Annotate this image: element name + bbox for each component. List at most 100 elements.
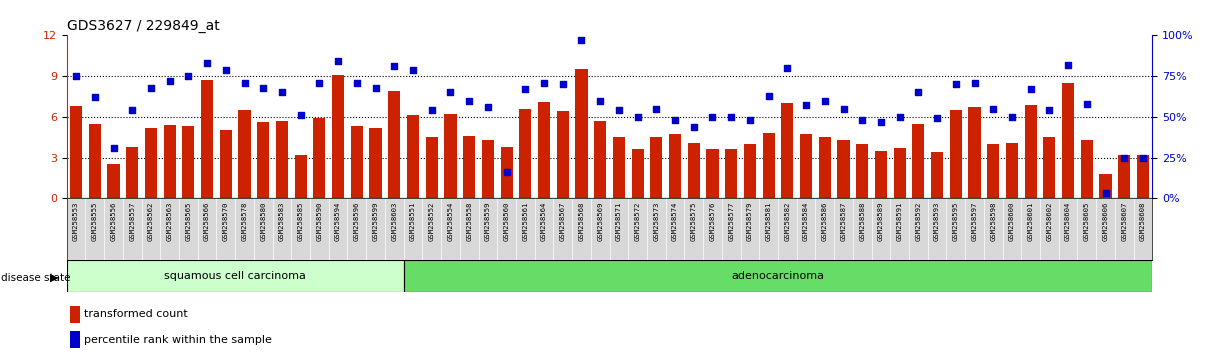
Bar (613, 137, 625, 198)
Text: GSM258594: GSM258594 (335, 201, 341, 241)
Bar (182, 126, 194, 198)
Text: GSM258572: GSM258572 (634, 201, 640, 241)
Bar (968, 107, 980, 198)
Bar (1025, 104, 1037, 198)
Text: GSM258602: GSM258602 (1047, 201, 1053, 241)
Text: GSM258579: GSM258579 (747, 201, 753, 241)
Bar (70, 331, 80, 348)
Point (160, 78, 180, 84)
Point (534, 80, 553, 85)
Bar (313, 118, 325, 198)
Bar (950, 110, 962, 198)
Point (666, 117, 685, 123)
Point (123, 108, 142, 113)
Text: GSM258566: GSM258566 (204, 201, 210, 241)
Bar (837, 140, 849, 198)
Text: squamous cell carcinoma: squamous cell carcinoma (164, 271, 306, 281)
Bar (1043, 137, 1055, 198)
Point (1002, 114, 1021, 120)
Text: GSM258596: GSM258596 (354, 201, 360, 241)
Point (309, 80, 329, 85)
Text: GSM258562: GSM258562 (148, 201, 154, 241)
Point (178, 73, 198, 79)
Bar (108, 164, 120, 198)
Point (571, 38, 591, 43)
Text: GSM258564: GSM258564 (541, 201, 547, 241)
Text: GSM258584: GSM258584 (803, 201, 809, 241)
Text: ▶: ▶ (50, 273, 58, 283)
Bar (126, 147, 138, 198)
Bar (67, 260, 404, 292)
Point (1021, 86, 1041, 92)
Point (85, 95, 104, 100)
Point (1059, 62, 1078, 68)
Text: GSM258605: GSM258605 (1084, 201, 1089, 241)
Text: GSM258607: GSM258607 (1121, 201, 1127, 241)
Point (702, 114, 722, 120)
Point (497, 169, 517, 175)
Bar (932, 152, 944, 198)
Bar (275, 121, 287, 198)
Text: GSM258589: GSM258589 (878, 201, 884, 241)
Text: GSM258573: GSM258573 (654, 201, 660, 241)
Point (759, 93, 779, 98)
Bar (220, 130, 232, 198)
Text: disease state: disease state (1, 273, 70, 283)
Text: GSM258565: GSM258565 (186, 201, 192, 241)
Bar (239, 110, 251, 198)
Point (235, 80, 255, 85)
Text: GSM258587: GSM258587 (841, 201, 847, 241)
Text: GSM258604: GSM258604 (1065, 201, 1071, 241)
Point (740, 117, 759, 123)
Text: GSM258600: GSM258600 (1009, 201, 1015, 241)
Point (1133, 155, 1152, 160)
Text: GSM258561: GSM258561 (523, 201, 529, 241)
Bar (295, 155, 307, 198)
Point (67, 73, 86, 79)
Text: GDS3627 / 229849_at: GDS3627 / 229849_at (67, 19, 220, 33)
Point (591, 98, 610, 103)
Point (516, 86, 535, 92)
Text: GSM258606: GSM258606 (1103, 201, 1109, 241)
Text: GSM258567: GSM258567 (559, 201, 565, 241)
Point (440, 90, 460, 95)
Text: GSM258582: GSM258582 (785, 201, 791, 241)
Point (853, 117, 872, 123)
Point (553, 81, 573, 87)
Bar (370, 128, 382, 198)
Text: GSM258574: GSM258574 (672, 201, 678, 241)
Text: GSM258603: GSM258603 (392, 201, 398, 241)
Point (403, 67, 422, 73)
Text: GSM258571: GSM258571 (616, 201, 622, 241)
Text: GSM258575: GSM258575 (690, 201, 696, 241)
Point (909, 90, 928, 95)
Point (1095, 190, 1115, 196)
Point (833, 106, 853, 112)
Bar (1081, 140, 1093, 198)
Bar (706, 149, 718, 198)
Text: GSM258577: GSM258577 (728, 201, 734, 241)
Text: GSM258599: GSM258599 (372, 201, 378, 241)
Bar (463, 136, 475, 198)
Bar (894, 148, 906, 198)
Text: GSM258570: GSM258570 (223, 201, 229, 241)
Text: GSM258556: GSM258556 (110, 201, 116, 241)
Bar (70, 306, 80, 323)
Text: GSM258581: GSM258581 (765, 201, 771, 241)
Text: GSM258586: GSM258586 (821, 201, 827, 241)
Text: GSM258585: GSM258585 (297, 201, 303, 241)
Bar (537, 102, 551, 198)
Point (385, 63, 404, 69)
Text: GSM258580: GSM258580 (261, 201, 266, 241)
Bar (594, 121, 606, 198)
Point (815, 98, 835, 103)
Text: GSM258593: GSM258593 (934, 201, 940, 241)
Point (722, 114, 741, 120)
Bar (744, 144, 756, 198)
Text: GSM258560: GSM258560 (503, 201, 509, 241)
Bar (688, 143, 700, 198)
Bar (426, 137, 438, 198)
Point (460, 98, 479, 103)
Point (797, 103, 816, 108)
Point (141, 85, 160, 90)
